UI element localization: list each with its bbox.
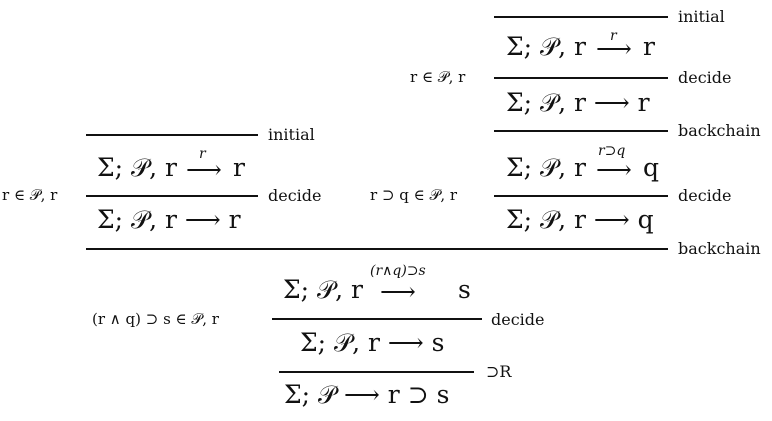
conclusion-sequent: Σ; 𝒫 ⟶ r ⊃ s	[284, 380, 450, 409]
backchain-label-right-top: backchain	[678, 121, 761, 140]
focused-sequent-left: Σ; 𝒫, r	[97, 153, 177, 182]
decide-label-right-top: decide	[678, 68, 732, 87]
initial-label-left: initial	[268, 125, 315, 144]
side-condition-right-top: r ∈ 𝒫, r	[410, 68, 466, 86]
focused-arrow-label-bottom: (r∧q)⊃s	[370, 263, 426, 279]
implies-right-rule	[279, 371, 474, 373]
focused-arrow-right-mid: ⟶	[596, 155, 632, 184]
initial-label-right: initial	[678, 7, 725, 26]
decide-rule-right-mid	[494, 195, 668, 197]
implies-right-label: ⊃R	[486, 362, 512, 381]
decide-label-left: decide	[268, 186, 322, 205]
focused-arrow-label-right-top: r	[610, 28, 617, 44]
unfocused-sequent-left: Σ; 𝒫, r ⟶ r	[97, 205, 241, 234]
focused-arrow-label-left: r	[199, 146, 206, 162]
focused-arrow-bottom: ⟶	[380, 277, 416, 306]
unfocused-sequent-right-mid: Σ; 𝒫, r ⟶ q	[506, 205, 654, 234]
decide-rule-bottom	[272, 318, 482, 320]
focused-arrow-label-right-mid: r⊃q	[598, 143, 626, 159]
focused-target-right-top: r	[643, 32, 655, 61]
focused-sequent-bottom: Σ; 𝒫, r	[283, 275, 363, 304]
focused-target-bottom: s	[458, 275, 471, 304]
unfocused-sequent-right-top: Σ; 𝒫, r ⟶ r	[506, 88, 650, 117]
side-condition-right-mid: r ⊃ q ∈ 𝒫, r	[370, 186, 458, 204]
decide-rule-left	[86, 195, 258, 197]
backchain-rule-right-top	[494, 130, 668, 132]
decide-label-right-mid: decide	[678, 186, 732, 205]
decide-rule-right-top	[494, 77, 668, 79]
focused-target-left: r	[233, 153, 245, 182]
unfocused-sequent-bottom: Σ; 𝒫, r ⟶ s	[300, 328, 445, 357]
side-condition-bottom: (r ∧ q) ⊃ s ∈ 𝒫, r	[92, 310, 219, 328]
decide-label-bottom: decide	[491, 310, 545, 329]
side-condition-left: r ∈ 𝒫, r	[2, 186, 58, 204]
focused-target-right-mid: q	[643, 153, 660, 182]
focused-arrow-right-top: ⟶	[596, 34, 632, 63]
focused-sequent-right-top: Σ; 𝒫, r	[506, 32, 586, 61]
backchain-rule-bottom	[86, 248, 668, 250]
initial-rule-right	[494, 16, 668, 18]
initial-rule-left	[86, 134, 258, 136]
focused-sequent-right-mid: Σ; 𝒫, r	[506, 153, 586, 182]
backchain-label-bottom: backchain	[678, 239, 761, 258]
focused-arrow-left: ⟶	[186, 155, 222, 184]
